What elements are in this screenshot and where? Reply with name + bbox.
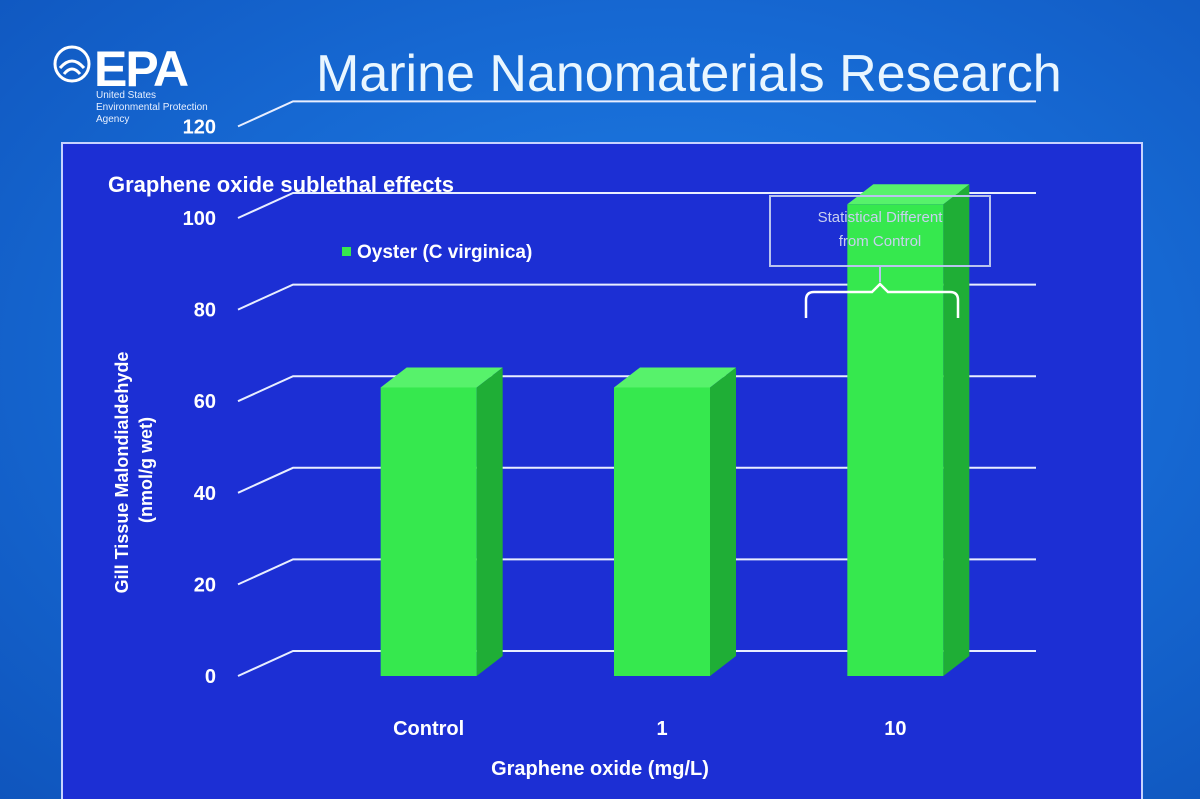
bar-side [710,367,736,676]
y-tick-label: 60 [194,391,216,413]
grid-line [237,283,1036,311]
y-tick-label: 20 [194,574,216,596]
y-tick-label: 80 [194,300,216,322]
bar-top [380,367,503,388]
y-tick-label: 100 [183,208,216,230]
bar-top [847,184,970,205]
bar-10 [847,184,970,676]
bar-front [847,204,944,676]
bar-1 [614,367,736,676]
grid-line [237,100,1036,128]
epa-agency-text: United States Environmental Protection A… [96,90,208,125]
x-tick-label: 1 [656,718,667,740]
grid-line [237,466,1036,494]
y-tick-label: 0 [205,666,216,688]
annotation-line-2: from Control [839,233,922,250]
y-tick-label: 40 [194,483,216,505]
bar-side [476,367,503,676]
chart-bars [380,184,970,676]
bar-front [380,387,477,676]
x-axis-label: Graphene oxide (mg/L) [491,758,709,780]
epa-logo-mark: EPA [94,41,189,97]
grid-line [237,192,1036,219]
slide-title: Marine Nanomaterials Research [316,45,1062,103]
bar-front [614,387,710,676]
legend-swatch [342,247,351,256]
annotation-bracket [804,282,960,318]
bar-top [614,367,736,388]
chart-panel [61,142,1143,799]
significance-annotation: Statistical Different from Control [769,195,991,318]
x-tick-labels: Control 1 10 [393,718,906,740]
grid-line [237,558,1036,586]
grid-line [237,375,1036,403]
y-tick-labels: 0 20 40 60 80 100 120 [183,116,216,688]
bar-Control [380,367,503,676]
y-axis-label: Gill Tissue Malondialdehyde (nmol/g wet) [112,347,156,594]
legend-label: Oyster (C virginica) [357,242,532,263]
x-tick-label: Control [393,718,464,740]
chart-title: Graphene oxide sublethal effects [108,172,454,197]
epa-logo: EPA United States Environmental Protecti… [52,40,282,135]
legend: Oyster (C virginica) [342,242,532,263]
chart-grid [237,100,1036,677]
annotation-line-1: Statistical Different [818,209,944,226]
y-tick-label: 120 [183,116,216,138]
x-tick-label: 10 [884,718,906,740]
grid-line [237,650,1036,677]
bar-side [943,184,970,676]
epa-emblem-icon [53,45,91,83]
